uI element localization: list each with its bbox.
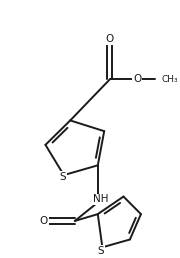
Text: S: S xyxy=(60,172,66,182)
Text: O: O xyxy=(106,35,114,44)
Text: CH₃: CH₃ xyxy=(161,75,178,84)
Text: NH: NH xyxy=(93,195,108,205)
Text: S: S xyxy=(97,246,104,256)
Text: O: O xyxy=(39,216,48,226)
Text: O: O xyxy=(133,75,141,84)
